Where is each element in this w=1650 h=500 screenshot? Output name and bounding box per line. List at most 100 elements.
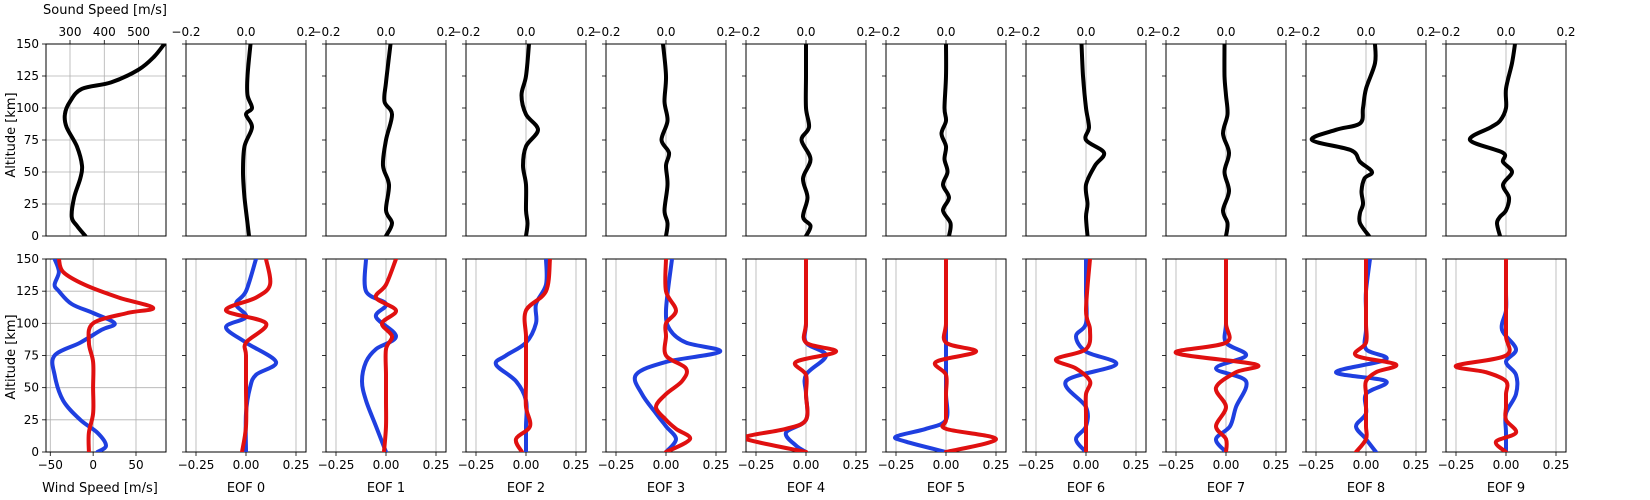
x-tick-label: 0.00 xyxy=(373,458,400,472)
x-tick-label: −0.2 xyxy=(171,25,200,39)
eof-sound-line xyxy=(659,44,672,236)
x-tick-label: 0.0 xyxy=(516,25,535,39)
x-tick-label: 0.25 xyxy=(843,458,870,472)
y-tick-label: 25 xyxy=(24,197,39,211)
y-tick-label: 75 xyxy=(24,133,39,147)
x-tick-label: 0.2 xyxy=(716,25,735,39)
eof-label: EOF 8 xyxy=(1347,481,1385,496)
eof-bottom-panel-9: −0.25 0.00 0.25 EOF 9 xyxy=(1438,258,1570,496)
x-tick-label: 0.0 xyxy=(936,25,955,39)
y-tick-label: 50 xyxy=(24,381,39,395)
x-tick-label: −0.25 xyxy=(318,458,355,472)
eof-bottom-panel-1: −0.25 0.00 0.25 EOF 1 xyxy=(318,258,450,496)
x-tick-label: 0.2 xyxy=(996,25,1015,39)
x-tick-label: −0.2 xyxy=(1011,25,1040,39)
eof-sound-line xyxy=(1079,44,1107,236)
eof-label: EOF 2 xyxy=(507,481,545,496)
x-tick-label: 0.0 xyxy=(656,25,675,39)
y-tick-label: 75 xyxy=(24,349,39,363)
eof-sound-line xyxy=(1221,44,1231,236)
x-tick-label: 0.25 xyxy=(1543,458,1570,472)
eof-wind-v-line xyxy=(513,259,552,452)
x-tick-label: 0.0 xyxy=(1356,25,1375,39)
eof-wind-v-line xyxy=(1173,259,1261,452)
eof-label: EOF 0 xyxy=(227,481,265,496)
x-tick-label: 0.00 xyxy=(1493,458,1520,472)
x-tick-label: −0.2 xyxy=(731,25,760,39)
eof-bottom-panel-0: −0.25 0.00 0.25 EOF 0 xyxy=(178,258,309,496)
x-tick-label: 0.25 xyxy=(423,458,450,472)
x-tick-label: 0 xyxy=(89,458,97,472)
y-tick-label: 50 xyxy=(24,165,39,179)
eof-wind-u-line xyxy=(1214,259,1249,452)
x-tick-label: 0.00 xyxy=(233,458,260,472)
x-tick-label: −0.25 xyxy=(178,458,215,472)
x-tick-label: −0.2 xyxy=(871,25,900,39)
eof-label: EOF 5 xyxy=(927,481,965,496)
eof-top-panel-3: −0.2 0.0 0.2 xyxy=(591,25,736,237)
x-tick-label: 0.00 xyxy=(793,458,820,472)
x-tick-label: 400 xyxy=(93,25,116,39)
x-tick-label: 0.25 xyxy=(1403,458,1430,472)
eof-label: EOF 9 xyxy=(1487,481,1525,496)
wind-v-line xyxy=(56,259,156,452)
x-tick-label: 500 xyxy=(127,25,150,39)
x-tick-label: 0.2 xyxy=(576,25,595,39)
eof-wind-v-line xyxy=(373,259,398,452)
eof-wind-v-line xyxy=(1352,259,1399,452)
eof-bottom-panel-2: −0.25 0.00 0.25 EOF 2 xyxy=(458,258,590,496)
eof-label: EOF 4 xyxy=(787,481,825,496)
x-tick-label: 0.25 xyxy=(1123,458,1150,472)
eof-bottom-panel-8: −0.25 0.00 0.25 EOF 8 xyxy=(1298,258,1430,496)
x-tick-label: 300 xyxy=(59,25,82,39)
x-tick-label: −0.2 xyxy=(451,25,480,39)
eof-sound-line xyxy=(241,44,254,236)
eof-top-panel-9: −0.2 0.0 0.2 xyxy=(1431,25,1576,237)
eof-sound-line xyxy=(1309,44,1378,236)
x-tick-label: 0.2 xyxy=(436,25,455,39)
eof-bottom-panel-5: −0.25 0.00 0.25 EOF 5 xyxy=(878,258,1010,496)
x-tick-label: 0.25 xyxy=(563,458,590,472)
x-tick-label: 0.00 xyxy=(513,458,540,472)
eof-sound-line xyxy=(1468,44,1517,236)
y-tick-label: 150 xyxy=(16,252,39,266)
x-tick-label: 0.2 xyxy=(1556,25,1575,39)
eof-top-panel-0: −0.2 0.0 0.2 xyxy=(171,25,316,237)
eof-sound-line xyxy=(939,44,953,236)
eof-label: EOF 7 xyxy=(1207,481,1245,496)
sound-speed-panel: 0 25 50 75 100 125 150 300 400 500 xyxy=(16,25,167,243)
x-tick-label: −0.25 xyxy=(1018,458,1055,472)
eof-wind-v-line xyxy=(1054,259,1093,452)
x-tick-label: −0.25 xyxy=(458,458,495,472)
eof-wind-v-line xyxy=(1453,259,1519,452)
x-tick-label: 0.0 xyxy=(376,25,395,39)
y-tick-label: 100 xyxy=(16,101,39,115)
eof-top-panel-5: −0.2 0.0 0.2 xyxy=(871,25,1016,237)
x-tick-label: 0.00 xyxy=(653,458,680,472)
x-tick-label: 50 xyxy=(128,458,143,472)
x-tick-label: 0.00 xyxy=(1073,458,1100,472)
eof-top-panel-6: −0.2 0.0 0.2 xyxy=(1011,25,1156,237)
eof-top-panel-8: −0.2 0.0 0.2 xyxy=(1291,25,1436,237)
eof-wind-v-line xyxy=(654,259,693,452)
x-tick-label: 0.0 xyxy=(1216,25,1235,39)
x-tick-label: 0.00 xyxy=(933,458,960,472)
eof-wind-u-line xyxy=(360,259,398,452)
x-tick-label: 0.25 xyxy=(983,458,1010,472)
eof-top-panel-2: −0.2 0.0 0.2 xyxy=(451,25,596,237)
x-tick-label: −0.2 xyxy=(1151,25,1180,39)
eof-wind-u-line xyxy=(893,259,950,452)
y-tick-label: 100 xyxy=(16,316,39,330)
eof-wind-v-line xyxy=(746,259,839,452)
eof-label: EOF 3 xyxy=(647,481,685,496)
eof-wind-u-line xyxy=(632,259,723,452)
x-tick-label: 0.2 xyxy=(856,25,875,39)
x-tick-label: 0.2 xyxy=(1276,25,1295,39)
eof-label: EOF 6 xyxy=(1067,481,1105,496)
eof-bottom-panel-7: −0.25 0.00 0.25 EOF 7 xyxy=(1158,258,1289,496)
x-tick-label: −0.25 xyxy=(1298,458,1335,472)
x-tick-label: 0.2 xyxy=(296,25,315,39)
x-tick-label: 0.00 xyxy=(1213,458,1240,472)
